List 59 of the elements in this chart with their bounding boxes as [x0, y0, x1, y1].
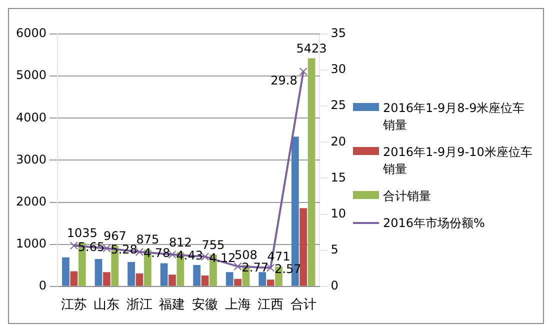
y-tick-label: 2000: [16, 194, 47, 208]
x-tick-label: 浙江: [126, 298, 152, 313]
y2-tick-label: 15: [330, 170, 346, 184]
legend-label: 2016年市场份额%: [383, 215, 485, 232]
bar: [234, 278, 242, 286]
bar: [308, 58, 316, 286]
bar: [136, 273, 144, 286]
bar: [201, 275, 209, 286]
y2-tick-label: 25: [330, 98, 346, 112]
bar: [300, 208, 308, 286]
x-tick-label: 福建: [159, 298, 186, 313]
x-tick-label: 江西: [258, 298, 284, 313]
data-label: 875: [136, 232, 160, 247]
data-label: 4.78: [143, 246, 170, 260]
data-label: 508: [234, 248, 258, 262]
y2-tick-label: 20: [330, 134, 346, 148]
y2-tick-label: 10: [330, 206, 346, 220]
legend-label: 合计销量: [383, 188, 431, 205]
y-tick-label: 1000: [16, 236, 47, 250]
x-tick-label: 上海: [224, 298, 251, 313]
bar: [226, 272, 234, 286]
point: [70, 242, 78, 250]
data-label: 5.28: [110, 242, 138, 256]
y2-tick-label: 5: [330, 242, 338, 256]
y2-tick-label: 30: [330, 62, 346, 76]
data-label: 967: [103, 228, 126, 243]
y-tick-label: 4000: [16, 110, 47, 124]
bar: [103, 272, 110, 286]
data-label: 4.43: [176, 248, 203, 263]
y-tick-label: 0: [38, 278, 47, 293]
bar: [168, 274, 176, 286]
data-label: 5423: [296, 41, 327, 56]
bar: [266, 280, 274, 286]
bar: [62, 257, 70, 286]
bar: [128, 262, 135, 286]
y-tick-label: 5000: [16, 68, 47, 82]
data-label: 2.77: [242, 260, 269, 275]
y-tick-label: 6000: [16, 26, 47, 40]
bar: [160, 263, 168, 286]
x-tick-label: 安徽: [192, 296, 218, 313]
bar: [258, 272, 266, 286]
x-tick-label: 山东: [94, 298, 120, 313]
point: [234, 262, 242, 270]
data-label: 755: [202, 238, 225, 252]
legend-label: 2016年1-9月8-9米座位车销量: [383, 100, 526, 134]
data-label: 29.8: [270, 74, 298, 88]
bar: [70, 271, 78, 286]
bar: [94, 259, 102, 286]
y2-tick-label: 0: [330, 278, 338, 293]
point: [299, 67, 308, 76]
data-label: 2.57: [274, 262, 302, 276]
data-label: 812: [168, 235, 192, 250]
legend-label: 2016年1-9月9-10米座位车销量: [383, 144, 533, 178]
y-tick-label: 3000: [16, 152, 47, 166]
bar: [193, 264, 201, 286]
x-tick-label: 合计: [290, 298, 316, 313]
data-label: 1035: [66, 226, 98, 240]
y2-tick-label: 35: [330, 26, 346, 40]
x-tick-label: 江苏: [60, 298, 87, 313]
